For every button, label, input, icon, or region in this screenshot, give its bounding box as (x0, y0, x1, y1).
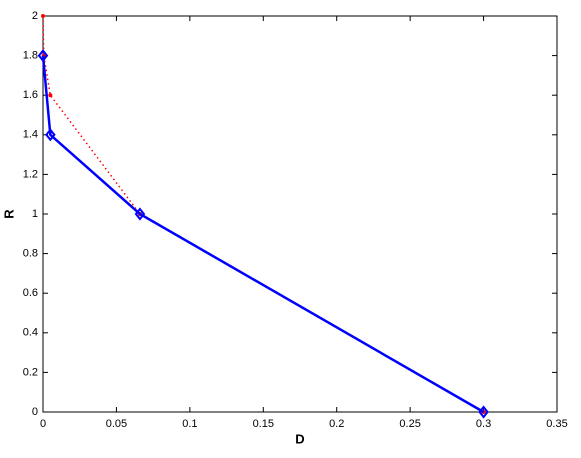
series-line (41, 55, 485, 414)
y-tick-label: 1 (32, 208, 38, 220)
data-point (134, 207, 146, 221)
y-axis-label: R (1, 209, 16, 219)
plot-area (42, 15, 558, 413)
x-axis-label: D (295, 431, 304, 446)
y-tick-label: 2 (32, 10, 38, 22)
data-point (45, 128, 56, 142)
y-tick-label: 0.4 (23, 327, 38, 339)
x-tick-label: 0.2 (329, 418, 344, 430)
x-tick-label: 0.3 (476, 418, 491, 430)
data-point (41, 14, 45, 18)
y-tick-label: 1.2 (23, 168, 38, 180)
x-tick-label: 0.15 (253, 418, 274, 430)
data-point (37, 48, 49, 63)
x-tick-label: 0.25 (399, 418, 420, 430)
y-tick-label: 0.6 (23, 287, 38, 299)
x-tick-label: 0 (40, 418, 46, 430)
y-tick-label: 0.8 (23, 248, 38, 260)
x-tick-label: 0.35 (546, 418, 567, 430)
y-tick-label: 1.4 (23, 129, 38, 141)
x-tick-label: 0.1 (182, 418, 197, 430)
data-point (48, 93, 53, 98)
y-tick-label: 0 (32, 406, 38, 418)
y-tick-label: 1.6 (23, 89, 38, 101)
y-tick-label: 1.8 (23, 50, 38, 62)
y-tick-label: 0.2 (23, 366, 38, 378)
data-point (478, 405, 489, 419)
x-tick-label: 0.05 (106, 418, 127, 430)
